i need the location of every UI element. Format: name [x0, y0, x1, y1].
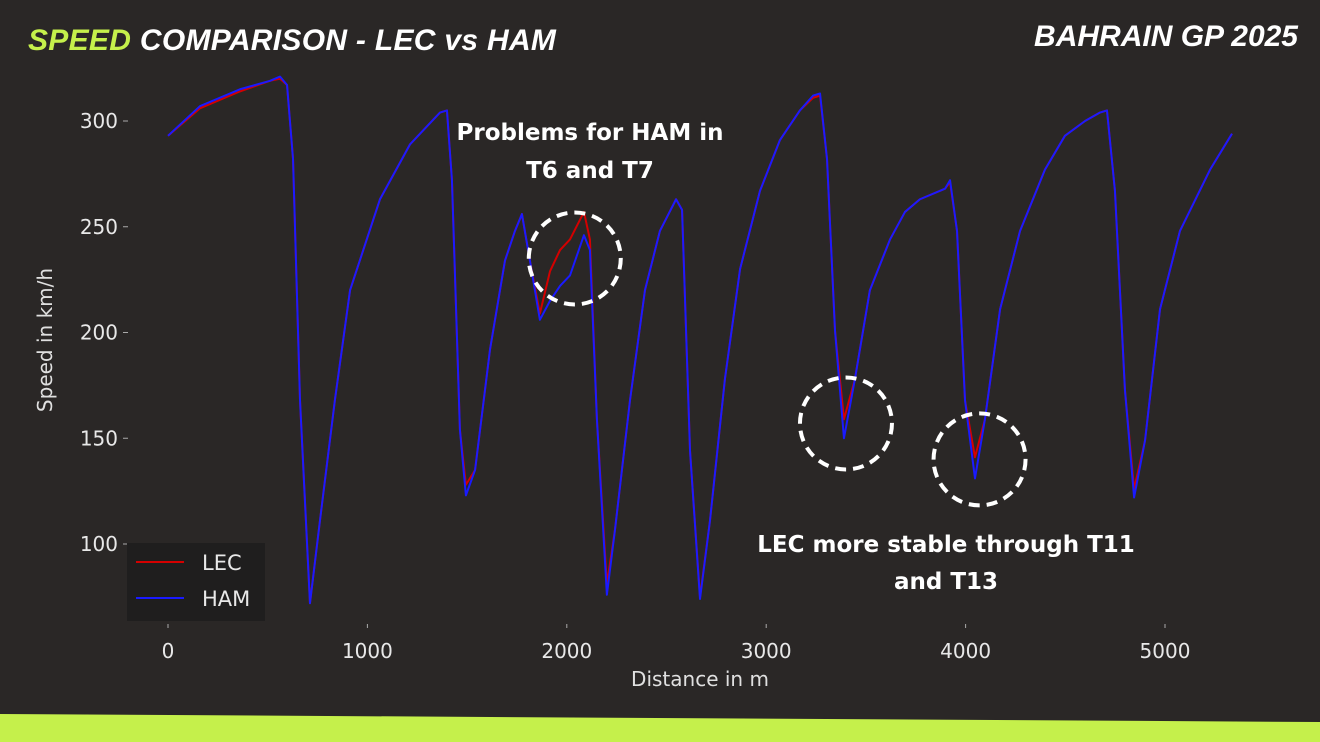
x-tick-label: 1000	[342, 639, 393, 663]
chart-title: SPEED COMPARISON - LEC vs HAM	[28, 24, 556, 58]
y-tick-label: 150	[80, 426, 118, 450]
x-tick-label: 4000	[940, 639, 991, 663]
annotation-circle	[526, 210, 623, 307]
legend: LEC HAM	[127, 543, 265, 621]
annotation-text: and T13	[894, 569, 998, 595]
x-tick-label: 5000	[1140, 639, 1191, 663]
y-tick-label: 200	[80, 321, 118, 345]
series-line-lec	[167, 77, 1233, 605]
annotation-text: T6 and T7	[526, 158, 654, 184]
y-tick-label: 100	[80, 532, 118, 556]
event-title: BAHRAIN GP 2025	[1034, 20, 1298, 53]
x-tick-label: 0	[162, 639, 175, 663]
legend-ham-label: HAM	[202, 587, 250, 611]
y-axis-label: Speed in km/h	[33, 268, 57, 412]
annotation-text: Problems for HAM in	[457, 120, 724, 146]
title-accent: SPEED	[28, 24, 132, 57]
y-tick-label: 250	[80, 215, 118, 239]
legend-box	[127, 543, 265, 621]
title-rest: COMPARISON - LEC vs HAM	[131, 24, 557, 57]
annotation-circle	[797, 375, 894, 472]
accent-stripe	[0, 714, 1320, 742]
y-tick-label: 300	[80, 109, 118, 133]
annotation-circle	[931, 411, 1028, 508]
annotation-text: LEC more stable through T11	[757, 532, 1135, 558]
series-line-ham	[167, 75, 1233, 605]
x-axis-label: Distance in m	[631, 667, 769, 691]
x-tick-label: 2000	[541, 639, 592, 663]
x-tick-label: 3000	[741, 639, 792, 663]
legend-lec-label: LEC	[202, 551, 242, 575]
